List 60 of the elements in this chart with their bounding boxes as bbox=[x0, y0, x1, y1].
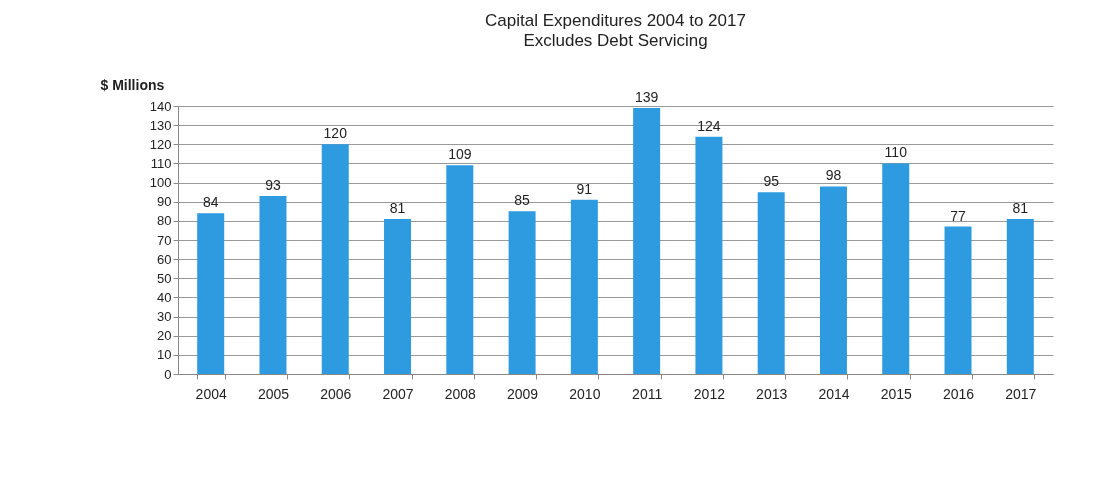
y-tick-label: 100 bbox=[149, 175, 172, 191]
data-label: 98 bbox=[825, 167, 842, 184]
bar bbox=[695, 136, 723, 374]
x-tick-label: 2011 bbox=[632, 385, 663, 402]
y-tick-label: 120 bbox=[149, 136, 172, 152]
bar bbox=[570, 199, 598, 374]
x-tick-label: 2006 bbox=[320, 385, 352, 402]
data-label: 120 bbox=[323, 125, 348, 142]
bar bbox=[882, 163, 910, 374]
y-tick-label: 20 bbox=[157, 328, 172, 344]
y-tick-label: 80 bbox=[157, 213, 172, 229]
y-tick-label: 50 bbox=[157, 270, 172, 286]
y-tick-label: 10 bbox=[157, 347, 172, 363]
y-tick-label: 110 bbox=[150, 155, 172, 171]
data-label: 81 bbox=[1012, 199, 1029, 216]
y-tick-label: 90 bbox=[157, 194, 172, 210]
bar bbox=[508, 211, 536, 374]
x-tick-label: 2014 bbox=[818, 385, 850, 402]
data-label: 84 bbox=[202, 194, 219, 211]
data-label: 91 bbox=[576, 180, 593, 197]
bar bbox=[321, 144, 349, 374]
chart-subtitle: Excludes Debt Servicing bbox=[523, 31, 708, 50]
data-label: 124 bbox=[697, 117, 721, 134]
x-tick-label: 2009 bbox=[507, 385, 539, 402]
x-tick-label: 2007 bbox=[382, 385, 414, 402]
x-tick-label: 2015 bbox=[880, 385, 913, 402]
bar bbox=[819, 186, 847, 374]
chart-title: Capital Expenditures 2004 to 2017 bbox=[485, 11, 746, 30]
data-label: 77 bbox=[950, 207, 967, 224]
y-tick-label: 30 bbox=[157, 309, 172, 325]
y-tick-label: 140 bbox=[149, 98, 172, 114]
bar bbox=[259, 195, 287, 374]
data-label: 139 bbox=[634, 88, 659, 105]
bar bbox=[384, 218, 412, 374]
x-tick-label: 2016 bbox=[942, 385, 975, 402]
bar bbox=[446, 165, 474, 374]
x-tick-label: 2013 bbox=[756, 385, 788, 402]
data-label: 95 bbox=[763, 173, 780, 190]
data-label: 81 bbox=[389, 199, 406, 216]
y-tick-label: 0 bbox=[164, 366, 172, 382]
bar bbox=[197, 213, 225, 374]
y-tick-label: 130 bbox=[149, 117, 172, 133]
data-label: 93 bbox=[265, 176, 281, 193]
bar bbox=[633, 107, 661, 374]
x-tick-label: 2017 bbox=[1005, 385, 1037, 402]
y-axis-title: $ Millions bbox=[100, 76, 165, 93]
bar bbox=[944, 226, 972, 374]
bar bbox=[757, 192, 785, 374]
y-tick-label: 60 bbox=[157, 251, 172, 267]
x-tick-label: 2005 bbox=[257, 385, 290, 402]
x-tick-label: 2012 bbox=[693, 385, 726, 402]
bar bbox=[1006, 218, 1034, 374]
x-tick-label: 2008 bbox=[444, 385, 477, 402]
data-label: 110 bbox=[884, 144, 908, 161]
data-label: 109 bbox=[448, 146, 472, 163]
y-tick-label: 70 bbox=[157, 232, 172, 248]
data-label: 85 bbox=[514, 192, 531, 209]
x-tick-label: 2004 bbox=[195, 385, 227, 402]
y-tick-label: 40 bbox=[157, 289, 172, 305]
x-tick-label: 2010 bbox=[569, 385, 601, 402]
